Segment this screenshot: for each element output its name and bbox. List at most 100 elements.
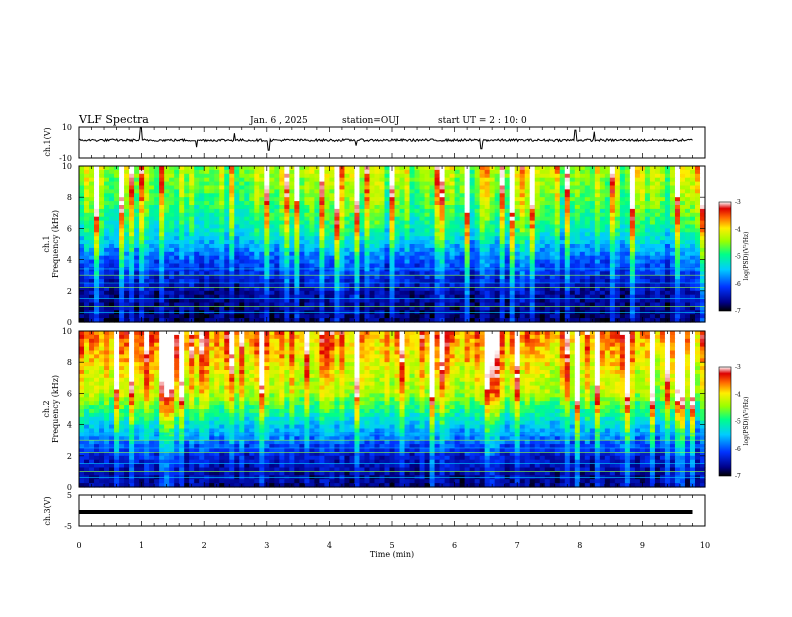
spectrogram-cell xyxy=(119,189,125,194)
spectrogram-cell xyxy=(540,299,546,304)
spectrogram-cell xyxy=(344,174,350,179)
spectrogram-cell xyxy=(650,275,656,280)
spectrogram-cell xyxy=(224,244,230,249)
spectrogram-cell xyxy=(590,178,596,183)
spectrogram-cell xyxy=(505,189,511,194)
spectrogram-cell xyxy=(84,314,90,319)
spectrogram-cell xyxy=(530,244,536,249)
spectrogram-cell xyxy=(430,275,436,280)
spectrogram-cell xyxy=(550,306,556,311)
spectrogram-cell xyxy=(395,260,401,265)
spectrogram-cell xyxy=(339,228,345,233)
spectrogram-cell xyxy=(134,228,140,233)
spectrogram-cell xyxy=(660,197,666,202)
spectrogram-cell xyxy=(555,221,561,226)
spectrogram-cell xyxy=(530,189,536,194)
spectrogram-cell xyxy=(515,256,521,261)
spectrogram-cell xyxy=(104,228,110,233)
spectrogram-cell xyxy=(309,299,315,304)
spectrogram-cell xyxy=(460,267,466,272)
spectrogram-cell xyxy=(670,225,676,230)
spectrogram-cell xyxy=(269,236,275,241)
spectrogram-cell xyxy=(525,240,531,245)
spectrogram-cell xyxy=(89,236,95,241)
spectrogram-cell xyxy=(510,299,516,304)
spectrogram-cell xyxy=(274,221,280,226)
spectrogram-cell xyxy=(450,189,456,194)
spectrogram-cell xyxy=(279,201,285,206)
spectrogram-cell xyxy=(685,182,691,187)
spectrogram-cell xyxy=(530,217,536,222)
spectrogram-cell xyxy=(259,283,265,288)
spectrogram-cell xyxy=(695,213,701,218)
spectrogram-cell xyxy=(600,189,606,194)
spectrogram-cell xyxy=(495,291,501,296)
spectrogram-cell xyxy=(184,275,190,280)
spectrogram-cell xyxy=(124,209,130,214)
spectrogram-cell xyxy=(425,306,431,311)
spectrogram-cell xyxy=(500,248,506,253)
spectrogram-cell xyxy=(219,221,225,226)
spectrogram-cell xyxy=(650,217,656,222)
spectrogram-cell xyxy=(500,236,506,241)
spectrogram-cell xyxy=(329,283,335,288)
spectrogram-cell xyxy=(445,260,451,265)
spectrogram-cell xyxy=(354,267,360,272)
spectrogram-cell xyxy=(149,314,155,319)
spectrogram-cell xyxy=(540,197,546,202)
spectrogram-cell xyxy=(610,240,616,245)
spectrogram-cell xyxy=(445,264,451,269)
spectrogram-cell xyxy=(179,314,185,319)
spectrogram-cell xyxy=(550,197,556,202)
spectrogram-cell xyxy=(645,236,651,241)
spectrogram-cell xyxy=(680,201,686,206)
spectrogram-cell xyxy=(364,314,370,319)
spectrogram-cell xyxy=(384,264,390,269)
spectrogram-cell xyxy=(199,275,205,280)
spectrogram-cell xyxy=(555,178,561,183)
spectrogram-cell xyxy=(159,213,165,218)
spectrogram-cell xyxy=(369,225,375,230)
spectrogram-cell xyxy=(445,240,451,245)
spectrogram-cell xyxy=(84,248,90,253)
spectrogram-cell xyxy=(174,248,180,253)
spectrogram-cell xyxy=(545,228,551,233)
spectrogram-cell xyxy=(660,236,666,241)
spectrogram-cell xyxy=(520,178,526,183)
spectrogram-cell xyxy=(354,201,360,206)
spectrogram-cell xyxy=(204,267,210,272)
spectrogram-cell xyxy=(655,264,661,269)
spectrogram-cell xyxy=(415,205,421,210)
spectrogram-cell xyxy=(530,275,536,280)
spectrogram-cell xyxy=(184,291,190,296)
spectrogram-cell xyxy=(324,248,330,253)
spectrogram-cell xyxy=(400,201,406,206)
spectrogram-cell xyxy=(389,260,395,265)
spectrogram-cell xyxy=(665,283,671,288)
spectrogram-cell xyxy=(374,240,380,245)
spectrogram-cell xyxy=(620,244,626,249)
spectrogram-cell xyxy=(615,236,621,241)
spectrogram-cell xyxy=(349,178,355,183)
spectrogram-cell xyxy=(580,244,586,249)
spectrogram-cell xyxy=(119,201,125,206)
spectrogram-cell xyxy=(359,306,365,311)
spectrogram-cell xyxy=(665,178,671,183)
spectrogram-cell xyxy=(545,236,551,241)
spectrogram-cell xyxy=(505,170,511,175)
spectrogram-cell xyxy=(314,178,320,183)
spectrogram-cell xyxy=(565,314,571,319)
spectrogram-cell xyxy=(349,260,355,265)
spectrogram-cell xyxy=(485,182,491,187)
spectrogram-cell xyxy=(354,314,360,319)
spectrogram-cell xyxy=(104,248,110,253)
spectrogram-cell xyxy=(344,193,350,198)
spectrogram-cell xyxy=(244,228,250,233)
spectrogram-cell xyxy=(685,217,691,222)
spectrogram-cell xyxy=(595,193,601,198)
spectrogram-cell xyxy=(214,178,220,183)
spectrogram-cell xyxy=(630,189,636,194)
spectrogram-cell xyxy=(435,186,441,191)
spectrogram-cell xyxy=(149,232,155,237)
spectrogram-cell xyxy=(334,256,340,261)
